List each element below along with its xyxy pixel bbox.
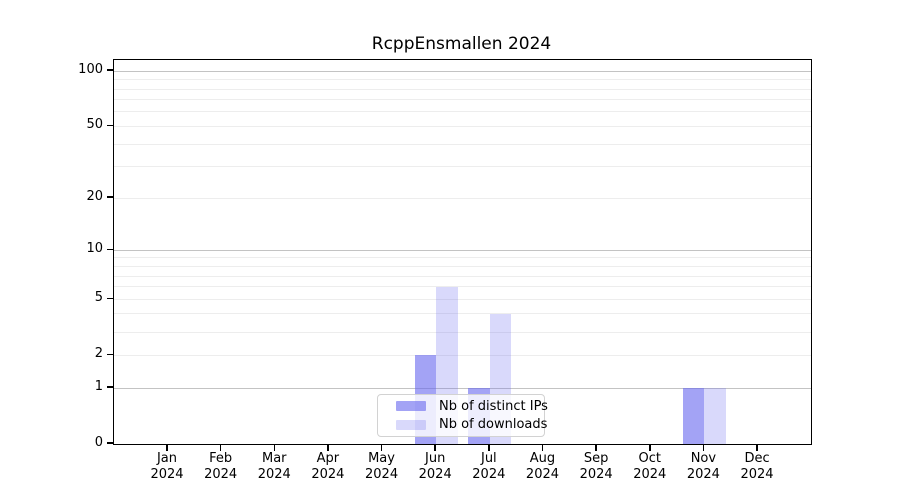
x-tick-year: 2024: [365, 467, 399, 482]
x-tick-label: Dec 2024: [729, 451, 785, 483]
legend-label-downloads: Nb of downloads: [439, 417, 548, 433]
y-tick: [107, 124, 113, 127]
x-tick: [649, 444, 651, 451]
x-tick-month: Nov: [690, 451, 717, 466]
y-tick-label: 50: [86, 117, 103, 133]
x-tick-label: Oct 2024: [622, 451, 678, 483]
x-tick-month: Dec: [744, 451, 770, 466]
y-tick: [107, 353, 113, 355]
gridline-major: [114, 387, 811, 389]
y-tick: [107, 196, 113, 198]
gridline-minor: [114, 331, 811, 333]
y-tick-label: 0: [94, 435, 103, 450]
x-tick-label: May 2024: [354, 451, 410, 483]
bar-nov-series0: [683, 388, 705, 444]
y-tick: [107, 386, 113, 388]
y-tick-label: 2: [94, 346, 103, 362]
gridline-minor: [114, 313, 811, 315]
x-tick-year: 2024: [150, 467, 184, 482]
gridline-minor: [114, 354, 811, 356]
y-tick-label: 1: [94, 379, 103, 394]
x-tick-month: Jun: [425, 451, 446, 466]
bar-nov-series1: [704, 388, 726, 444]
y-tick-label: 10: [86, 241, 103, 257]
gridline-minor: [114, 88, 811, 90]
x-tick-year: 2024: [579, 467, 613, 482]
legend: Nb of distinct IPs Nb of downloads: [377, 394, 548, 437]
gridline-minor: [114, 197, 811, 199]
gridline-minor: [114, 266, 811, 267]
x-tick-month: Apr: [316, 451, 340, 466]
x-tick-year: 2024: [472, 467, 506, 482]
legend-swatch-distinct-ips: [396, 401, 426, 412]
x-tick-year: 2024: [525, 467, 560, 482]
x-tick-year: 2024: [633, 467, 667, 482]
x-tick-label: Jul 2024: [461, 451, 517, 483]
x-tick: [541, 444, 544, 451]
x-tick-month: Jan: [156, 451, 178, 466]
y-tick-label: 100: [78, 62, 103, 78]
x-tick-month: Mar: [262, 451, 287, 466]
x-tick-month: Feb: [209, 451, 233, 466]
y-tick: [107, 248, 113, 251]
x-tick-label: Jun 2024: [407, 451, 463, 483]
x-tick: [756, 444, 758, 451]
y-tick-label: 20: [86, 189, 103, 205]
gridline-minor: [114, 298, 811, 300]
legend-item-downloads: Nb of downloads: [396, 416, 547, 435]
legend-item-distinct-ips: Nb of distinct IPs: [396, 397, 548, 416]
x-tick-year: 2024: [686, 467, 720, 482]
gridline-minor: [114, 125, 811, 127]
x-tick: [595, 444, 597, 451]
x-tick-label: Mar 2024: [246, 451, 302, 483]
gridline-major: [114, 70, 811, 72]
y-tick: [107, 69, 113, 71]
gridline-minor: [114, 286, 811, 288]
gridline-minor: [114, 143, 811, 145]
x-tick-label: Feb 2024: [193, 451, 249, 483]
x-tick: [488, 444, 490, 451]
x-tick-label: Jan 2024: [139, 451, 195, 483]
x-tick: [166, 444, 168, 451]
x-tick-year: 2024: [204, 467, 238, 482]
y-tick: [107, 442, 113, 444]
chart-title: RcppEnsmallen 2024: [371, 34, 552, 54]
plot-area: Nb of distinct IPs Nb of downloads: [113, 59, 812, 445]
x-tick: [434, 444, 436, 451]
x-tick-year: 2024: [418, 467, 452, 482]
x-tick-month: Aug: [529, 451, 556, 466]
x-tick-month: May: [368, 451, 395, 466]
gridline-minor: [114, 166, 811, 168]
x-tick: [273, 444, 276, 451]
gridline-major: [114, 249, 811, 251]
gridline-minor: [114, 111, 811, 113]
x-tick-label: Apr 2024: [300, 451, 356, 483]
x-tick-month: Jul: [480, 451, 497, 466]
x-tick-month: Oct: [638, 451, 661, 466]
legend-label-distinct-ips: Nb of distinct IPs: [439, 398, 548, 414]
y-tick: [107, 297, 113, 299]
y-tick-label: 5: [94, 290, 103, 306]
x-tick: [702, 444, 705, 451]
x-tick-label: Sep 2024: [568, 451, 624, 483]
x-tick-year: 2024: [740, 467, 774, 482]
x-tick-month: Sep: [583, 451, 609, 466]
legend-swatch-downloads: [396, 419, 426, 430]
gridline-minor: [114, 257, 811, 259]
x-tick-year: 2024: [311, 467, 345, 482]
gridline-minor: [114, 99, 811, 101]
x-tick: [327, 444, 329, 451]
gridline-minor: [114, 79, 811, 81]
x-tick-label: Nov 2024: [675, 451, 731, 483]
x-tick-year: 2024: [257, 467, 291, 482]
x-tick: [219, 444, 222, 451]
x-tick-label: Aug 2024: [514, 451, 570, 483]
x-tick: [380, 444, 383, 451]
gridline-minor: [114, 275, 811, 277]
